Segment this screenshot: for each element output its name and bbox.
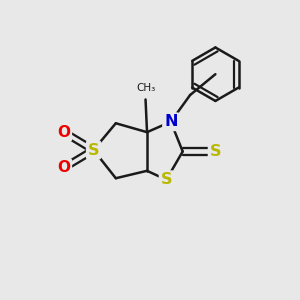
- Text: CH₃: CH₃: [136, 83, 155, 93]
- Text: N: N: [164, 114, 178, 129]
- Text: O: O: [57, 160, 70, 175]
- Text: O: O: [57, 125, 70, 140]
- Text: S: S: [210, 144, 221, 159]
- Text: S: S: [88, 142, 99, 158]
- Text: S: S: [160, 172, 172, 187]
